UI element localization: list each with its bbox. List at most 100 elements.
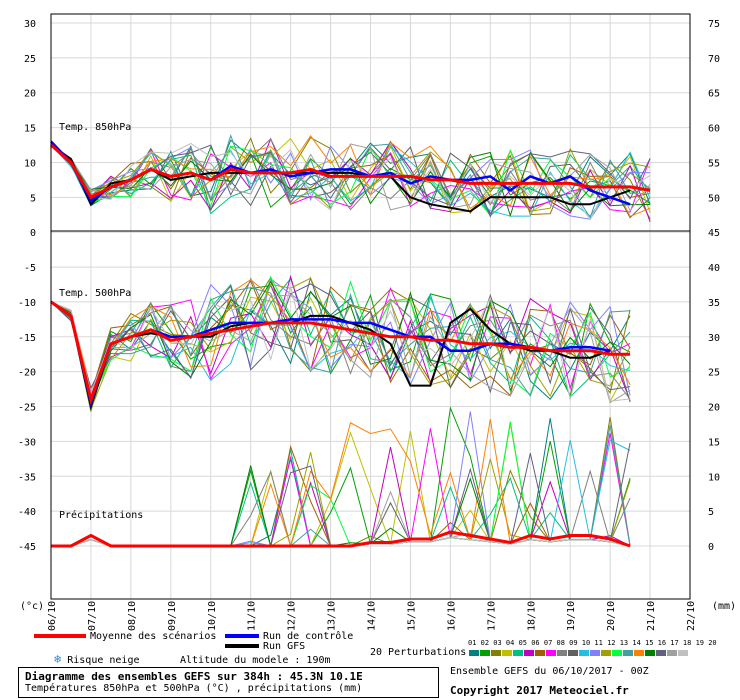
- mean-500-line: [50, 300, 631, 405]
- gfs-swatch: [225, 644, 259, 648]
- perturbation-swatch: [557, 650, 567, 656]
- right-tick-label: 0: [708, 542, 714, 553]
- x-tick-label: 09/10: [167, 601, 178, 631]
- perturbation-precip-line: [51, 439, 631, 547]
- right-tick-label: 40: [708, 263, 720, 274]
- left-tick-label: -25: [18, 403, 36, 414]
- panel-label-precip: Précipitations: [59, 509, 143, 521]
- perturbation-swatch: [634, 650, 644, 656]
- left-axis-ticks: 30 25 20 15 10 5 0 -5 -10 -15 -20 -25 -30 -35 -40 -45: [18, 19, 36, 553]
- perturbation-500-line: [50, 275, 631, 401]
- x-tick-label: 18/10: [526, 601, 537, 631]
- perturbation-palette: [469, 650, 688, 656]
- perturbation-500-line: [50, 285, 631, 399]
- legend-gfs: Run GFS: [225, 641, 305, 653]
- perturbation-swatch: [590, 650, 600, 656]
- perturbation-swatch: [667, 650, 677, 656]
- right-tick-label: 35: [708, 298, 720, 309]
- chart-subtitle: Températures 850hPa et 500hPa (°C) , pré…: [25, 683, 363, 694]
- right-tick-label: 20: [708, 403, 720, 414]
- x-axis-ticks: 06/10 07/10 08/10 09/10 10/10 11/10 12/10 13/10…: [47, 601, 697, 631]
- perturbation-precip-line: [51, 449, 631, 548]
- snow-label: Risque neige: [67, 655, 140, 666]
- x-tick-label: 11/10: [247, 601, 258, 631]
- ylabel-left: (°c): [20, 601, 44, 612]
- x-tick-label: 08/10: [127, 601, 138, 631]
- perturbation-precip-line: [51, 419, 631, 548]
- perturbation-swatch: [612, 650, 622, 656]
- perturbation-850-line: [50, 144, 651, 209]
- perturbation-precip-line: [51, 411, 631, 547]
- perturbation-850-line: [50, 144, 651, 217]
- perturbation-swatch: [623, 650, 633, 656]
- control-label: Run de contrôle: [263, 631, 354, 642]
- perturbation-500-line: [50, 280, 631, 397]
- perturbation-swatch: [645, 650, 655, 656]
- legend-control: Run de contrôle: [225, 631, 353, 643]
- right-tick-label: 70: [708, 54, 720, 65]
- panel-label-500: Temp. 500hPa: [59, 288, 131, 299]
- right-tick-label: 25: [708, 368, 720, 379]
- perturbation-precip-line: [51, 418, 631, 547]
- x-tick-label: 06/10: [47, 601, 58, 631]
- left-tick-label: -5: [24, 263, 36, 274]
- perturbation-500-line: [50, 278, 631, 404]
- x-tick-label: 15/10: [406, 601, 417, 631]
- perturbation-swatch: [469, 650, 479, 656]
- altitude: Altitude du modele : 190m: [180, 655, 331, 666]
- perturbation-850-line: [50, 144, 651, 218]
- legend-mean: Moyenne des scénarios: [34, 631, 216, 643]
- perturbation-swatch: [601, 650, 611, 656]
- copyright: Copyright 2017 Meteociel.fr: [450, 684, 629, 697]
- snowflake-icon: ❄: [54, 652, 62, 666]
- x-tick-label: 14/10: [367, 601, 378, 631]
- control-swatch: [225, 634, 259, 638]
- left-tick-label: 20: [24, 89, 36, 100]
- perturbation-swatch: [535, 650, 545, 656]
- perturbation-500-line: [50, 287, 631, 402]
- left-tick-label: -35: [18, 472, 36, 483]
- perturbation-500-line: [50, 277, 631, 412]
- perturbation-swatch: [579, 650, 589, 656]
- perturbation-swatch: [502, 650, 512, 656]
- perturbation-swatch: [546, 650, 556, 656]
- right-tick-label: 10: [708, 472, 720, 483]
- main-lines: [50, 140, 651, 548]
- x-tick-label: 13/10: [327, 601, 338, 631]
- left-tick-label: -30: [18, 437, 36, 448]
- perturbation-swatch: [480, 650, 490, 656]
- left-tick-label: 15: [24, 124, 36, 135]
- left-tick-label: 5: [30, 193, 36, 204]
- gfs-label: Run GFS: [263, 641, 306, 652]
- mean-swatch: [34, 634, 86, 638]
- perturbation-850-line: [50, 135, 651, 218]
- x-tick-label: 07/10: [87, 601, 98, 631]
- left-tick-label: 25: [24, 54, 36, 65]
- info-box: Diagramme des ensembles GEFS sur 384h : …: [18, 667, 439, 698]
- left-tick-label: -10: [18, 298, 36, 309]
- x-tick-label: 17/10: [486, 601, 497, 631]
- x-tick-label: 20/10: [606, 601, 617, 631]
- perturbation-swatch: [513, 650, 523, 656]
- x-tick-label: 22/10: [686, 601, 697, 631]
- left-tick-label: 10: [24, 158, 36, 169]
- legend-snow: ❄ Risque neige: [54, 653, 139, 667]
- perturbation-swatch: [568, 650, 578, 656]
- perturbation-500-line: [50, 286, 631, 402]
- right-tick-label: 65: [708, 89, 720, 100]
- perturbation-500-line: [50, 279, 631, 391]
- right-tick-label: 60: [708, 124, 720, 135]
- right-tick-label: 30: [708, 333, 720, 344]
- right-tick-label: 45: [708, 228, 720, 239]
- right-tick-label: 50: [708, 193, 720, 204]
- left-tick-label: 0: [30, 228, 36, 239]
- left-tick-label: -40: [18, 507, 36, 518]
- right-tick-label: 55: [708, 158, 720, 169]
- left-tick-label: -45: [18, 542, 36, 553]
- left-tick-label: -20: [18, 368, 36, 379]
- perturbation-500-line: [50, 274, 631, 402]
- perturbations-label: 20 Perturbations: [370, 647, 467, 658]
- x-tick-label: 10/10: [207, 601, 218, 631]
